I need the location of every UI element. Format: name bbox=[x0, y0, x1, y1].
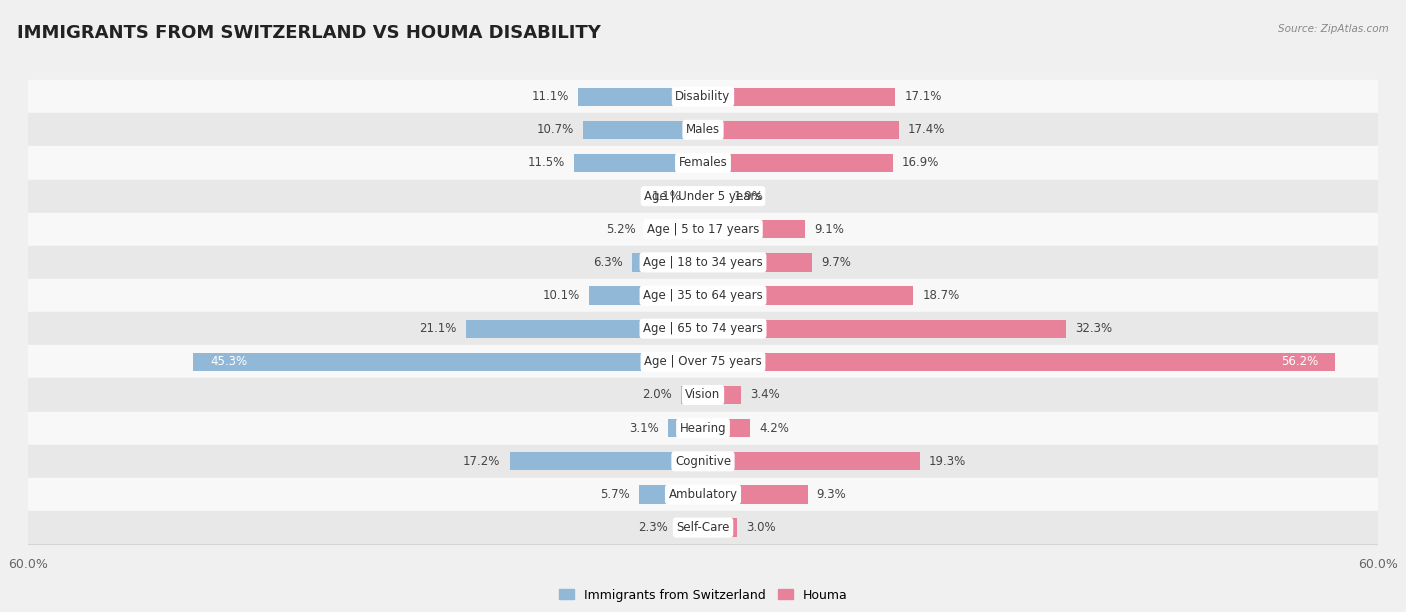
Text: Ambulatory: Ambulatory bbox=[668, 488, 738, 501]
Text: 17.2%: 17.2% bbox=[463, 455, 501, 468]
Text: IMMIGRANTS FROM SWITZERLAND VS HOUMA DISABILITY: IMMIGRANTS FROM SWITZERLAND VS HOUMA DIS… bbox=[17, 24, 600, 42]
Text: 11.5%: 11.5% bbox=[527, 157, 565, 170]
Text: 9.1%: 9.1% bbox=[814, 223, 844, 236]
Bar bbox=[703, 452, 920, 471]
Text: 19.3%: 19.3% bbox=[929, 455, 966, 468]
Bar bbox=[703, 154, 893, 172]
Bar bbox=[703, 286, 914, 305]
Text: 3.0%: 3.0% bbox=[745, 521, 775, 534]
Text: Disability: Disability bbox=[675, 90, 731, 103]
Bar bbox=[28, 511, 1378, 544]
Bar bbox=[633, 253, 703, 272]
Text: Cognitive: Cognitive bbox=[675, 455, 731, 468]
Text: 3.1%: 3.1% bbox=[630, 422, 659, 435]
Text: 56.2%: 56.2% bbox=[1281, 356, 1319, 368]
Text: Source: ZipAtlas.com: Source: ZipAtlas.com bbox=[1278, 24, 1389, 34]
Bar bbox=[703, 121, 898, 139]
Text: Females: Females bbox=[679, 157, 727, 170]
Text: 10.1%: 10.1% bbox=[543, 289, 581, 302]
Text: Males: Males bbox=[686, 123, 720, 136]
Bar bbox=[28, 378, 1378, 411]
Text: Age | 65 to 74 years: Age | 65 to 74 years bbox=[643, 322, 763, 335]
Bar bbox=[194, 353, 703, 371]
Bar bbox=[28, 279, 1378, 312]
Text: 32.3%: 32.3% bbox=[1076, 322, 1112, 335]
Bar bbox=[703, 386, 741, 404]
Bar bbox=[703, 319, 1066, 338]
Text: 16.9%: 16.9% bbox=[903, 157, 939, 170]
Bar bbox=[703, 88, 896, 106]
Text: 5.7%: 5.7% bbox=[600, 488, 630, 501]
Text: 17.1%: 17.1% bbox=[904, 90, 942, 103]
Text: 1.1%: 1.1% bbox=[652, 190, 682, 203]
Text: 2.0%: 2.0% bbox=[641, 389, 672, 401]
Bar bbox=[681, 386, 703, 404]
Bar bbox=[28, 312, 1378, 345]
Text: 9.7%: 9.7% bbox=[821, 256, 851, 269]
Bar bbox=[28, 212, 1378, 246]
Bar bbox=[28, 146, 1378, 179]
Text: 11.1%: 11.1% bbox=[531, 90, 569, 103]
Bar bbox=[28, 246, 1378, 279]
Bar bbox=[703, 353, 1336, 371]
Text: 1.9%: 1.9% bbox=[734, 190, 763, 203]
Bar bbox=[28, 445, 1378, 478]
Bar bbox=[668, 419, 703, 437]
Bar bbox=[465, 319, 703, 338]
Text: 3.4%: 3.4% bbox=[751, 389, 780, 401]
Bar bbox=[638, 485, 703, 504]
Text: 9.3%: 9.3% bbox=[817, 488, 846, 501]
Text: Hearing: Hearing bbox=[679, 422, 727, 435]
Text: Age | Over 75 years: Age | Over 75 years bbox=[644, 356, 762, 368]
Text: Age | Under 5 years: Age | Under 5 years bbox=[644, 190, 762, 203]
Bar bbox=[690, 187, 703, 205]
Bar bbox=[703, 419, 751, 437]
Legend: Immigrants from Switzerland, Houma: Immigrants from Switzerland, Houma bbox=[554, 584, 852, 606]
Bar bbox=[28, 478, 1378, 511]
Bar bbox=[28, 411, 1378, 445]
Text: Vision: Vision bbox=[685, 389, 721, 401]
Bar bbox=[582, 121, 703, 139]
Text: 45.3%: 45.3% bbox=[211, 356, 247, 368]
Bar bbox=[28, 179, 1378, 212]
Text: 10.7%: 10.7% bbox=[537, 123, 574, 136]
Text: Age | 35 to 64 years: Age | 35 to 64 years bbox=[643, 289, 763, 302]
Text: 21.1%: 21.1% bbox=[419, 322, 457, 335]
Bar bbox=[28, 345, 1378, 378]
Text: Age | 18 to 34 years: Age | 18 to 34 years bbox=[643, 256, 763, 269]
Bar bbox=[28, 113, 1378, 146]
Bar bbox=[28, 80, 1378, 113]
Text: 5.2%: 5.2% bbox=[606, 223, 636, 236]
Bar bbox=[589, 286, 703, 305]
Bar bbox=[703, 187, 724, 205]
Text: Self-Care: Self-Care bbox=[676, 521, 730, 534]
Bar bbox=[644, 220, 703, 238]
Bar bbox=[678, 518, 703, 537]
Bar bbox=[703, 518, 737, 537]
Text: 2.3%: 2.3% bbox=[638, 521, 668, 534]
Text: 17.4%: 17.4% bbox=[908, 123, 945, 136]
Bar bbox=[703, 485, 807, 504]
Text: 18.7%: 18.7% bbox=[922, 289, 959, 302]
Text: 6.3%: 6.3% bbox=[593, 256, 623, 269]
Text: Age | 5 to 17 years: Age | 5 to 17 years bbox=[647, 223, 759, 236]
Bar bbox=[703, 253, 813, 272]
Text: 4.2%: 4.2% bbox=[759, 422, 789, 435]
Bar bbox=[509, 452, 703, 471]
Bar bbox=[578, 88, 703, 106]
Bar bbox=[574, 154, 703, 172]
Bar bbox=[703, 220, 806, 238]
